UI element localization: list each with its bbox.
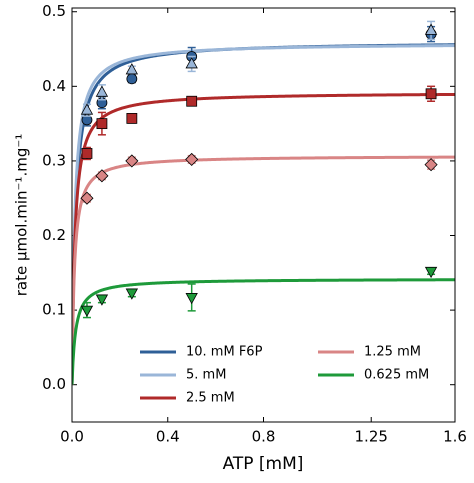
y-axis-label: rate µmol.min⁻¹.mg⁻¹ bbox=[13, 134, 31, 297]
x-axis-label: ATP [mM] bbox=[223, 454, 304, 474]
x-tick-label: 0.8 bbox=[252, 428, 276, 446]
x-tick-label: 0.0 bbox=[60, 428, 84, 446]
legend-label: 0.625 mM bbox=[364, 368, 429, 383]
point bbox=[81, 148, 93, 159]
point bbox=[125, 63, 139, 75]
point bbox=[95, 85, 109, 97]
legend-label: 10. mM F6P bbox=[186, 345, 263, 360]
point bbox=[424, 23, 438, 35]
y-tick-label: 0.5 bbox=[42, 2, 66, 20]
y-tick-label: 0.1 bbox=[42, 301, 66, 319]
y-tick-label: 0.3 bbox=[42, 151, 66, 169]
fit-curve bbox=[72, 92, 455, 385]
point bbox=[185, 57, 198, 69]
legend-label: 2.5 mM bbox=[186, 391, 235, 406]
point bbox=[425, 88, 437, 100]
y-tick-label: 0.0 bbox=[42, 375, 66, 393]
legend-label: 1.25 mM bbox=[364, 345, 421, 360]
point bbox=[186, 95, 198, 107]
fit-curve bbox=[72, 278, 455, 385]
point bbox=[424, 158, 438, 172]
point bbox=[95, 294, 109, 306]
point bbox=[80, 305, 94, 317]
point bbox=[126, 73, 138, 85]
point bbox=[424, 266, 438, 279]
y-tick-label: 0.4 bbox=[42, 77, 66, 95]
point bbox=[125, 288, 139, 300]
point bbox=[125, 154, 139, 168]
y-tick-label: 0.2 bbox=[42, 226, 66, 244]
point bbox=[185, 152, 199, 166]
plot-frame bbox=[71, 7, 456, 423]
legend-label: 5. mM bbox=[186, 368, 226, 383]
point bbox=[126, 113, 138, 124]
x-tick-label: 1.6 bbox=[443, 428, 467, 446]
point bbox=[96, 118, 108, 130]
point bbox=[95, 169, 109, 183]
x-tick-label: 0.4 bbox=[156, 428, 180, 446]
fit-curve bbox=[72, 44, 455, 385]
point bbox=[80, 191, 94, 205]
point bbox=[185, 293, 198, 305]
point bbox=[80, 103, 94, 115]
x-tick-label: 1.25 bbox=[355, 428, 388, 446]
